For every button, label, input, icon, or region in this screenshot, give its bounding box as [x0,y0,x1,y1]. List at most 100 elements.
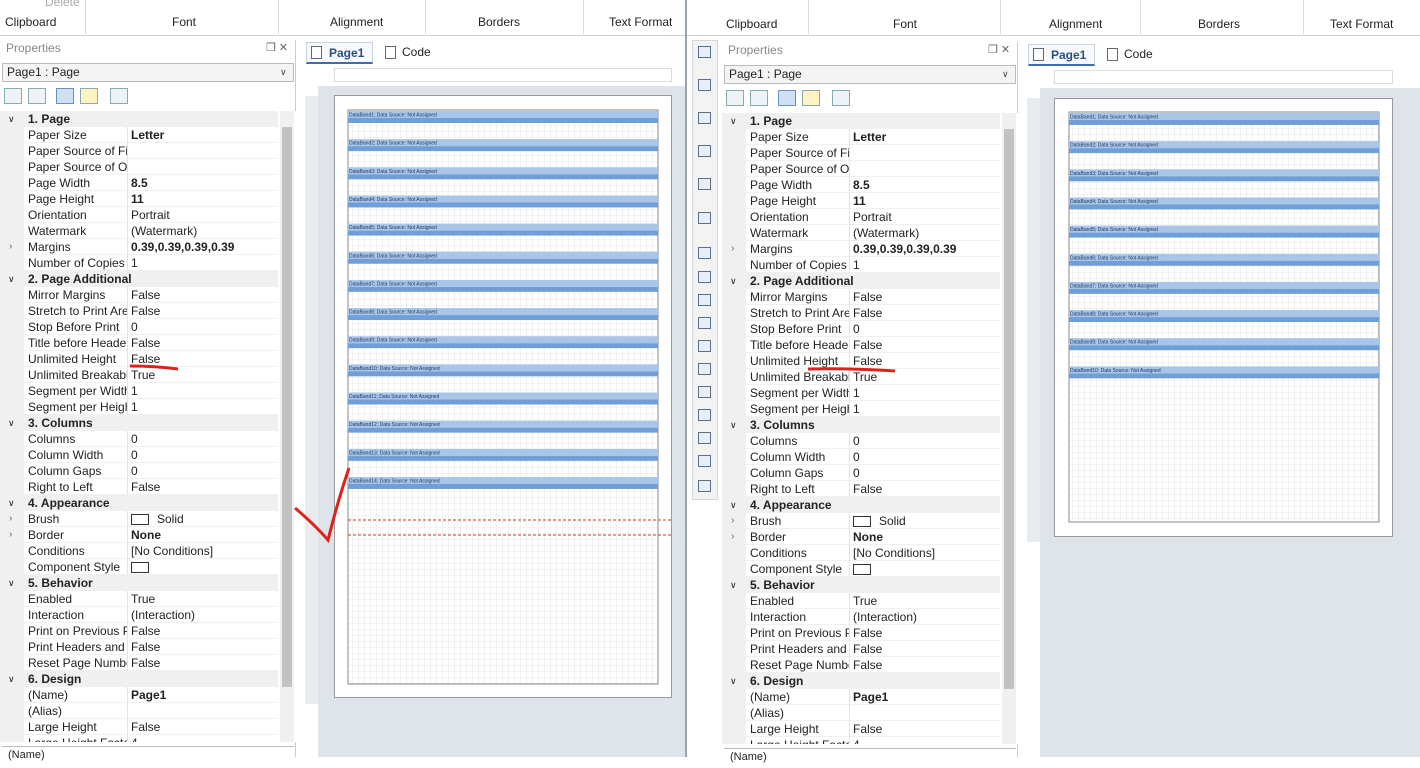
property-row[interactable] [24,335,278,351]
property-row[interactable] [24,191,278,207]
toolbar-button[interactable] [28,88,46,104]
property-row[interactable] [24,591,278,607]
category-row[interactable] [722,113,1000,129]
property-row[interactable] [24,239,278,255]
property-row[interactable] [746,145,1000,161]
property-row[interactable] [24,639,278,655]
property-row[interactable] [24,607,278,623]
property-row[interactable] [24,159,278,175]
property-row[interactable] [24,527,278,543]
toolbox-icon[interactable] [698,363,711,375]
toolbar-button[interactable] [778,90,796,106]
property-row[interactable] [746,337,1000,353]
property-row[interactable] [746,401,1000,417]
toolbar-button[interactable] [110,88,128,104]
category-row[interactable] [722,273,1000,289]
toolbox-icon[interactable] [698,46,711,58]
property-row[interactable] [24,255,278,271]
property-row[interactable] [746,625,1000,641]
property-row[interactable] [746,545,1000,561]
document-tab[interactable]: Page1 [306,42,373,64]
category-row[interactable] [0,271,278,287]
property-row[interactable] [24,319,278,335]
toolbox-icon[interactable] [698,212,711,224]
property-row[interactable] [746,177,1000,193]
category-row[interactable] [722,417,1000,433]
toolbox-icon[interactable] [698,432,711,444]
property-row[interactable] [24,655,278,671]
property-row[interactable] [746,657,1000,673]
property-row[interactable] [746,161,1000,177]
property-row[interactable] [746,449,1000,465]
property-row[interactable] [746,641,1000,657]
toolbar-button[interactable] [726,90,744,106]
document-tab[interactable]: Page1 [1028,44,1095,66]
property-row[interactable] [746,241,1000,257]
property-row[interactable] [24,479,278,495]
property-row[interactable] [746,129,1000,145]
category-row[interactable] [0,111,278,127]
toolbox-icon[interactable] [698,178,711,190]
property-row[interactable] [24,143,278,159]
property-row[interactable] [24,623,278,639]
category-row[interactable] [0,671,278,687]
toolbox-icon[interactable] [698,386,711,398]
document-tab[interactable]: Code [1102,44,1164,66]
document-tab[interactable]: Code [380,42,442,64]
property-row[interactable] [24,303,278,319]
property-row[interactable] [746,305,1000,321]
toolbox-icon[interactable] [698,79,711,91]
property-row[interactable] [746,369,1000,385]
toolbox-icon[interactable] [698,340,711,352]
property-row[interactable] [24,511,278,527]
category-row[interactable] [722,577,1000,593]
property-row[interactable] [24,207,278,223]
toolbar-button[interactable] [80,88,98,104]
object-selector[interactable]: Page1 : Page [724,65,1016,84]
category-row[interactable] [722,673,1000,689]
property-row[interactable] [24,383,278,399]
property-row[interactable] [24,463,278,479]
toolbox-icon[interactable] [698,294,711,306]
toolbar-button[interactable] [832,90,850,106]
category-row[interactable] [0,495,278,511]
property-row[interactable] [746,321,1000,337]
property-row[interactable] [746,609,1000,625]
property-row[interactable] [746,721,1000,737]
property-row[interactable] [746,257,1000,273]
property-row[interactable] [24,431,278,447]
property-row[interactable] [746,225,1000,241]
toolbox-icon[interactable] [698,247,711,259]
category-row[interactable] [0,575,278,591]
property-row[interactable] [24,223,278,239]
property-row[interactable] [24,399,278,415]
property-row[interactable] [24,719,278,735]
toolbox-icon[interactable] [698,145,711,157]
property-row[interactable] [746,465,1000,481]
property-row[interactable] [746,513,1000,529]
property-row[interactable] [24,687,278,703]
toolbar-button[interactable] [750,90,768,106]
property-row[interactable] [24,559,278,575]
toolbox-icon[interactable] [698,317,711,329]
property-row[interactable] [24,447,278,463]
toolbox-icon[interactable] [698,455,711,467]
toolbar-button[interactable] [56,88,74,104]
property-row[interactable] [24,175,278,191]
property-row[interactable] [746,593,1000,609]
property-row[interactable] [746,385,1000,401]
property-row[interactable] [746,529,1000,545]
toolbox-icon[interactable] [698,271,711,283]
property-row[interactable] [746,689,1000,705]
property-row[interactable] [746,289,1000,305]
toolbox-icon[interactable] [698,409,711,421]
property-row[interactable] [24,367,278,383]
property-row[interactable] [24,703,278,719]
toolbar-button[interactable] [4,88,22,104]
property-row[interactable] [746,705,1000,721]
object-selector[interactable]: Page1 : Page [2,63,294,82]
ribbon-button[interactable]: Delete [45,0,80,9]
property-row[interactable] [746,193,1000,209]
toolbar-button[interactable] [802,90,820,106]
property-row[interactable] [746,481,1000,497]
